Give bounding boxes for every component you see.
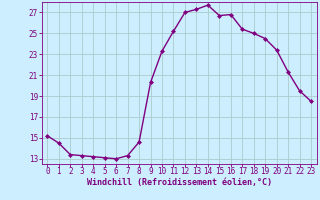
X-axis label: Windchill (Refroidissement éolien,°C): Windchill (Refroidissement éolien,°C) xyxy=(87,178,272,187)
